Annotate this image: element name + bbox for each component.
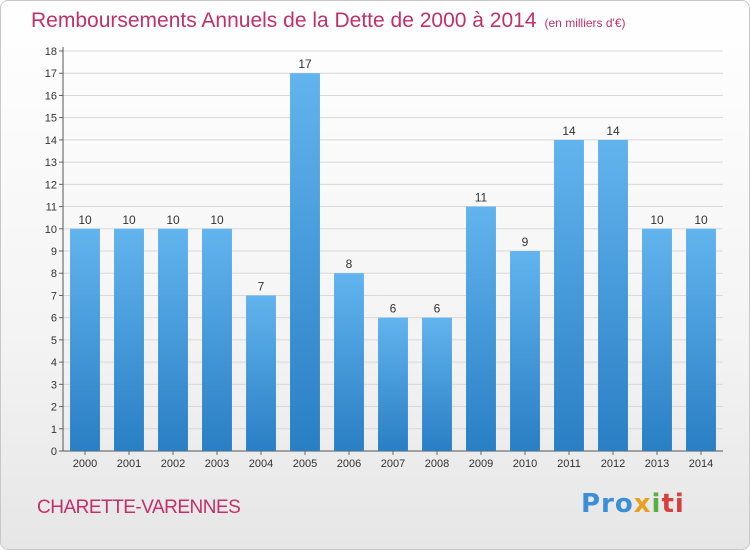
bar [246,295,276,451]
y-tick-label: 14 [45,135,57,147]
data-label: 6 [434,302,441,316]
bar [158,228,188,451]
commune-name: CHARETTE-VARENNES [37,497,241,518]
data-label: 8 [346,257,353,271]
y-tick-label: 0 [51,446,57,458]
y-tick-label: 4 [51,357,57,369]
x-tick-label: 2003 [205,458,229,470]
x-tick-label: 2005 [293,458,317,470]
bar [114,228,144,451]
data-label: 7 [258,279,265,293]
y-tick-label: 10 [45,224,57,236]
chart-title-text: Remboursements Annuels de la Dette de 20… [31,9,537,32]
data-label: 17 [298,57,312,71]
bar [378,317,408,451]
bar [70,228,100,451]
data-label: 10 [78,213,92,227]
data-label: 14 [562,124,576,138]
bar [290,73,320,451]
logo-part-1: Pro [581,489,634,519]
bar [510,251,540,451]
data-label: 6 [390,302,397,316]
data-label: 11 [475,191,488,205]
y-tick-label: 6 [51,313,57,325]
x-tick-label: 2014 [689,458,713,470]
x-tick-label: 2011 [557,458,581,470]
x-tick-label: 2007 [381,458,405,470]
x-tick-label: 2000 [73,458,97,470]
data-label: 10 [650,213,664,227]
x-tick-label: 2012 [601,458,625,470]
y-tick-label: 9 [51,246,57,258]
chart-title: Remboursements Annuels de la Dette de 20… [31,9,626,33]
bar [686,228,716,451]
data-label: 10 [122,213,136,227]
labels: 0123456789101112131415161718102000102001… [45,46,713,470]
y-tick-label: 18 [45,46,57,58]
bar [334,273,364,451]
y-tick-label: 17 [45,68,57,80]
data-label: 10 [210,213,224,227]
y-tick-label: 3 [51,379,57,391]
y-tick-label: 1 [51,424,57,436]
y-tick-label: 16 [45,90,57,102]
logo-part-3: i [651,489,662,519]
y-tick-label: 11 [46,202,57,214]
data-label: 14 [606,124,620,138]
data-label: 10 [166,213,180,227]
y-tick-label: 12 [45,179,57,191]
logo-part-2: x [633,489,652,519]
bar [422,317,452,451]
y-tick-label: 8 [51,268,57,280]
x-tick-label: 2001 [117,458,141,470]
data-label: 9 [522,235,529,249]
bar [466,206,496,451]
data-label: 10 [694,213,708,227]
bar [598,139,628,451]
bar [554,139,584,451]
chart-subtitle: (en milliers d'€) [544,16,626,30]
x-tick-label: 2010 [513,458,537,470]
x-tick-label: 2013 [645,458,669,470]
logo-part-4: ti [661,489,685,519]
y-tick-label: 2 [51,402,57,414]
y-tick-label: 5 [51,335,57,347]
x-tick-label: 2008 [425,458,449,470]
bar [642,228,672,451]
bar [202,228,232,451]
x-tick-label: 2009 [469,458,493,470]
proxiti-logo[interactable]: Proxiti [581,489,685,519]
y-tick-label: 15 [45,113,57,125]
bars [70,73,716,451]
x-tick-label: 2002 [161,458,185,470]
x-tick-label: 2006 [337,458,361,470]
y-tick-label: 7 [51,290,57,302]
y-tick-label: 13 [45,157,57,169]
x-tick-label: 2004 [249,458,273,470]
